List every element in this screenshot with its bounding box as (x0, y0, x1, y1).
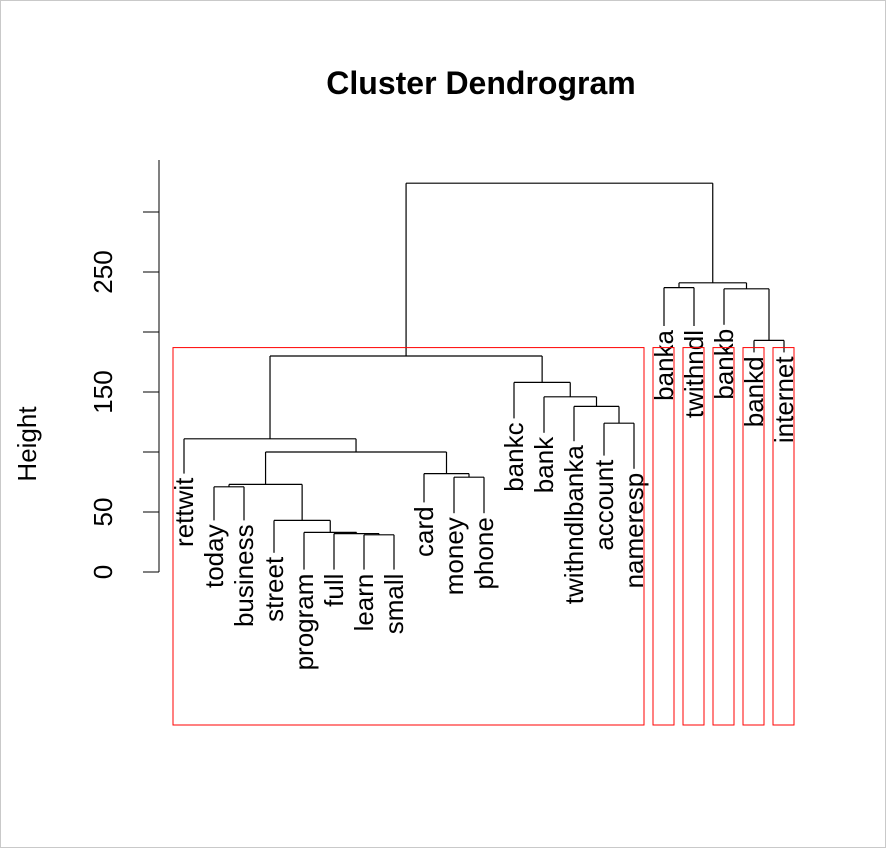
chart-title: Cluster Dendrogram (326, 65, 635, 101)
cluster-box (172, 347, 645, 726)
leaf-label: business (229, 524, 259, 627)
y-tick-label: 150 (88, 370, 118, 413)
dendrogram-tree (183, 182, 785, 570)
leaf-label: program (289, 574, 319, 671)
leaf-label: money (439, 517, 469, 595)
leaf-label: learn (349, 574, 379, 632)
cluster-box (682, 347, 705, 726)
leaf-label: bank (529, 436, 559, 493)
y-tick-label: 250 (88, 250, 118, 293)
y-axis-label: Height (12, 406, 42, 482)
leaf-label: rettwit (169, 477, 199, 547)
leaf-label: street (259, 556, 289, 622)
leaf-label: card (409, 506, 439, 557)
cluster-box (742, 347, 765, 726)
leaf-label: today (199, 524, 229, 588)
y-axis: 0 50 150 250 (88, 160, 160, 579)
cluster-box (712, 347, 735, 726)
y-tick-label: 0 (88, 565, 118, 579)
y-tick-label: 50 (88, 498, 118, 527)
leaf-label: small (379, 574, 409, 635)
cluster-box (772, 347, 795, 726)
leaf-label: phone (469, 517, 499, 589)
leaf-label: bankc (499, 422, 529, 491)
leaf-label: account (589, 459, 619, 551)
leaf-label: twithndlbanka (559, 445, 589, 605)
leaf-label: full (319, 574, 349, 607)
cluster-box (652, 347, 675, 726)
cluster-boxes (172, 347, 795, 726)
